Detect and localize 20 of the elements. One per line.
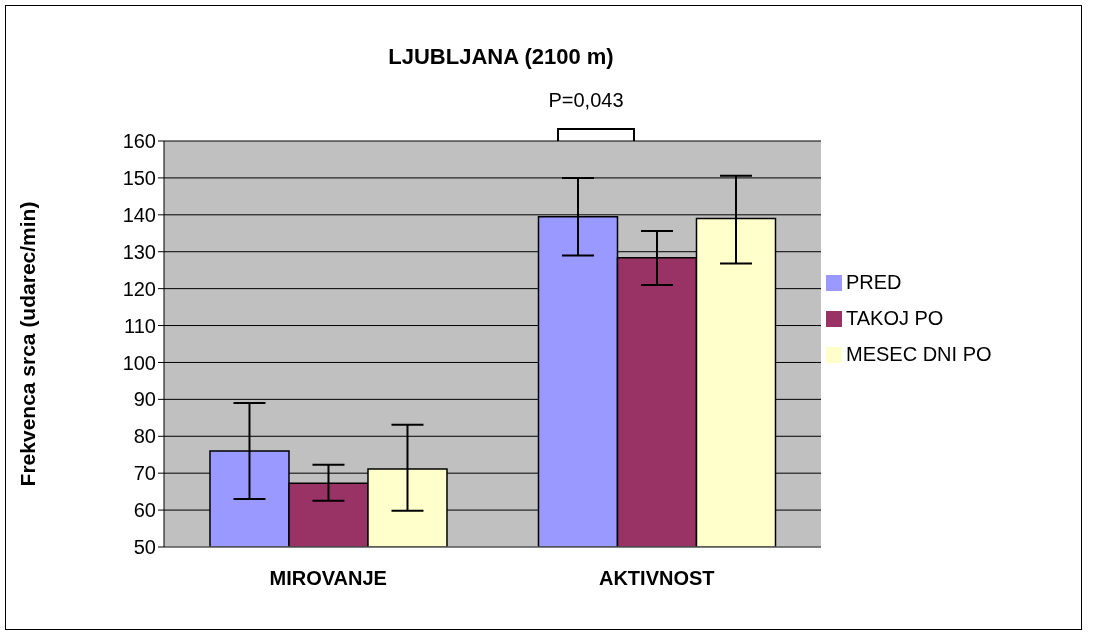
y-tick-label: 80 (133, 425, 156, 448)
y-tick-label: 160 (122, 130, 156, 153)
chart-title: LJUBLJANA (2100 m) (387, 44, 615, 70)
y-tick-label: 60 (133, 499, 156, 522)
legend-label: MESEC DNI PO (846, 342, 992, 365)
y-tick-label: 150 (122, 167, 156, 190)
legend-label: TAKOJ PO (846, 306, 944, 329)
text: P=0,043 (547, 89, 625, 112)
x-tick-label: AKTIVNOST (598, 567, 715, 590)
y-tick-label: 140 (122, 203, 156, 226)
legend-label: PRED (846, 270, 902, 293)
y-tick-label: 70 (133, 462, 156, 485)
y-axis-title: Frekvenca srca (udarec/min) (16, 201, 40, 487)
y-tick-label: 90 (133, 388, 156, 411)
y-tick-label: 120 (122, 277, 156, 300)
y-tick-label: 130 (122, 240, 156, 263)
y-tick-label: 110 (124, 314, 156, 337)
y-tick-label: 50 (133, 536, 156, 559)
x-tick-label: MIROVANJE (269, 567, 387, 590)
y-tick-label: 100 (122, 351, 156, 374)
